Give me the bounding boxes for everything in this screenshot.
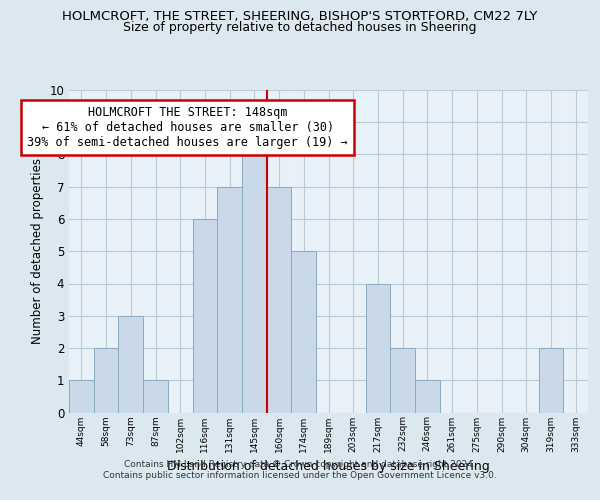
Bar [267, 186, 292, 412]
Text: Contains HM Land Registry data © Crown copyright and database right 2024.: Contains HM Land Registry data © Crown c… [124, 460, 476, 469]
Bar [415, 380, 440, 412]
Bar [539, 348, 563, 412]
Bar [390, 348, 415, 412]
Bar [242, 154, 267, 412]
Bar [94, 348, 118, 412]
Bar [217, 186, 242, 412]
Bar [365, 284, 390, 412]
Text: HOLMCROFT, THE STREET, SHEERING, BISHOP'S STORTFORD, CM22 7LY: HOLMCROFT, THE STREET, SHEERING, BISHOP'… [62, 10, 538, 23]
Bar [143, 380, 168, 412]
Text: Size of property relative to detached houses in Sheering: Size of property relative to detached ho… [123, 22, 477, 35]
Bar [292, 251, 316, 412]
Text: Contains public sector information licensed under the Open Government Licence v3: Contains public sector information licen… [103, 471, 497, 480]
Bar [69, 380, 94, 412]
Text: HOLMCROFT THE STREET: 148sqm
← 61% of detached houses are smaller (30)
39% of se: HOLMCROFT THE STREET: 148sqm ← 61% of de… [28, 106, 348, 149]
Bar [118, 316, 143, 412]
X-axis label: Distribution of detached houses by size in Sheering: Distribution of detached houses by size … [167, 460, 490, 473]
Bar [193, 219, 217, 412]
Y-axis label: Number of detached properties: Number of detached properties [31, 158, 44, 344]
